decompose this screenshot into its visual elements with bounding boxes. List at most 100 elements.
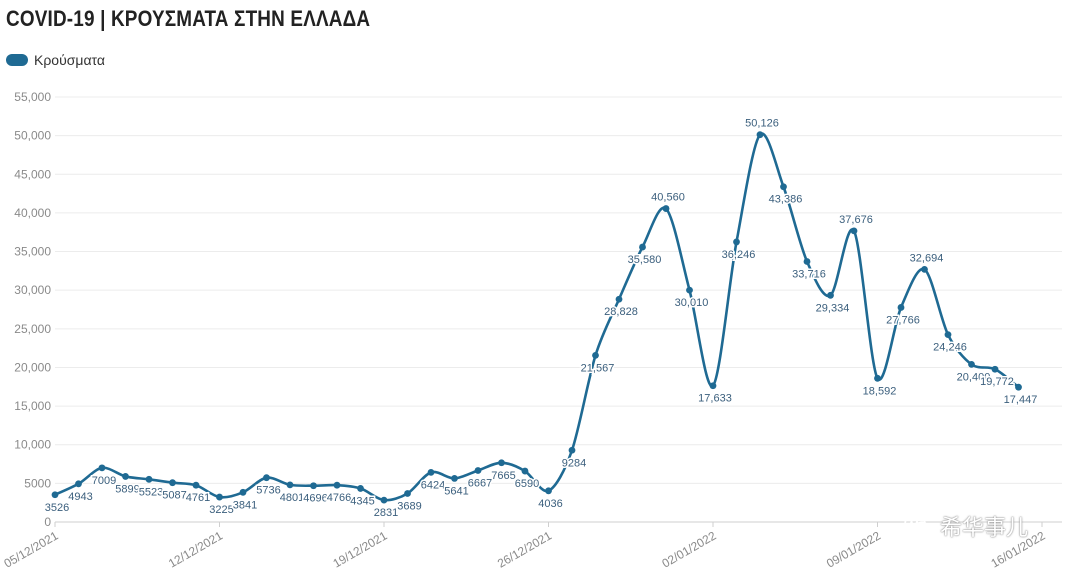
- data-point[interactable]: [216, 493, 223, 501]
- data-point[interactable]: [333, 481, 341, 489]
- data-label: 6424: [421, 479, 445, 491]
- data-point[interactable]: [639, 243, 646, 251]
- x-tick-label: 19/12/2021: [330, 528, 389, 570]
- watermark-text: 希华事儿: [940, 515, 1029, 540]
- data-label: 17,447: [1004, 394, 1038, 406]
- data-point[interactable]: [498, 459, 505, 467]
- data-point[interactable]: [850, 227, 858, 235]
- legend-swatch: [6, 54, 28, 66]
- data-point[interactable]: [145, 475, 153, 483]
- data-point[interactable]: [897, 304, 905, 311]
- data-point[interactable]: [51, 491, 59, 499]
- data-label: 40,560: [651, 192, 685, 204]
- data-point[interactable]: [592, 351, 599, 359]
- data-label: 29,334: [816, 302, 850, 314]
- data-point[interactable]: [615, 295, 623, 303]
- series-line: [53, 132, 1020, 502]
- data-point[interactable]: [780, 183, 787, 191]
- data-point[interactable]: [662, 205, 670, 212]
- y-tick-label: 0: [44, 515, 51, 529]
- data-label: 3526: [45, 502, 69, 514]
- data-label: 3841: [233, 499, 257, 511]
- data-label: 6590: [515, 478, 539, 490]
- data-point[interactable]: [874, 374, 881, 382]
- data-label: 30,010: [675, 297, 709, 309]
- legend[interactable]: Κρούσματα: [6, 52, 105, 68]
- y-tick-label: 10,000: [14, 438, 51, 452]
- y-axis-ticks: 0 5000 10,000 15,000 20,000 25,000 30,000 35,00…: [14, 90, 51, 529]
- data-point[interactable]: [474, 467, 482, 474]
- y-tick-label: 30,000: [14, 283, 51, 297]
- data-point[interactable]: [521, 467, 529, 475]
- data-label: 9284: [562, 457, 586, 469]
- data-point[interactable]: [239, 488, 247, 496]
- data-label: 24,246: [933, 342, 967, 354]
- data-point[interactable]: [98, 464, 106, 472]
- data-point[interactable]: [310, 482, 317, 490]
- data-point[interactable]: [803, 258, 811, 265]
- data-label: 28,828: [604, 306, 638, 318]
- data-point[interactable]: [263, 474, 270, 482]
- data-point[interactable]: [122, 473, 129, 480]
- x-axis-ticks: 05/12/2021 12/12/2021 19/12/2021 26/12/2021…: [1, 522, 1048, 571]
- data-label: 5736: [256, 485, 280, 497]
- data-point[interactable]: [404, 490, 411, 497]
- data-label: 6667: [468, 477, 492, 489]
- data-point[interactable]: [827, 291, 834, 299]
- y-tick-label: 50,000: [14, 129, 51, 143]
- gridlines: [55, 96, 1062, 523]
- data-point[interactable]: [756, 131, 764, 139]
- x-tick-label: 09/01/2022: [824, 528, 883, 570]
- data-label: 37,676: [839, 214, 873, 226]
- data-label: 36,246: [722, 249, 756, 261]
- data-point[interactable]: [968, 360, 975, 368]
- x-tick-label: 05/12/2021: [1, 528, 60, 570]
- data-point[interactable]: [568, 446, 576, 454]
- data-label: 4036: [538, 498, 562, 510]
- data-point[interactable]: [991, 365, 999, 373]
- data-point[interactable]: [944, 331, 952, 339]
- y-tick-label: 55,000: [14, 90, 51, 104]
- data-point[interactable]: [169, 479, 176, 487]
- data-label: 3689: [397, 500, 421, 512]
- data-label: 3225: [209, 504, 233, 516]
- data-point[interactable]: [686, 286, 693, 294]
- data-point[interactable]: [286, 481, 294, 489]
- data-label: 32,694: [910, 252, 944, 264]
- data-label: 18,592: [863, 385, 897, 397]
- legend-label: Κρούσματα: [34, 52, 105, 68]
- data-label: 43,386: [769, 194, 803, 206]
- x-tick-label: 26/12/2021: [495, 528, 554, 570]
- y-tick-label: 15,000: [14, 399, 51, 413]
- data-label: 4943: [68, 491, 92, 503]
- data-point[interactable]: [921, 265, 928, 273]
- y-tick-label: 20,000: [14, 360, 51, 374]
- data-point[interactable]: [380, 496, 388, 504]
- data-label: 21,567: [581, 362, 615, 374]
- data-point[interactable]: [709, 382, 717, 390]
- data-point[interactable]: [451, 475, 458, 482]
- data-label: 4766: [327, 492, 351, 504]
- data-point[interactable]: [427, 468, 435, 476]
- data-label: 19,772: [980, 376, 1014, 388]
- chart-title: COVID-19 | ΚΡΟΥΣΜΑΤΑ ΣΤΗΝ ΕΛΛΑΔΑ: [6, 6, 371, 31]
- data-point[interactable]: [75, 480, 82, 488]
- y-tick-label: 35,000: [14, 245, 51, 259]
- data-label: 4801: [280, 492, 304, 504]
- wechat-icon: [904, 515, 931, 537]
- x-tick-label: 02/01/2022: [659, 528, 718, 570]
- watermark: 希华事儿: [904, 510, 1028, 542]
- data-label: 35,580: [628, 254, 662, 266]
- data-point[interactable]: [1015, 383, 1022, 391]
- data-point[interactable]: [192, 481, 200, 489]
- data-point[interactable]: [545, 487, 552, 495]
- data-label: 4696: [303, 493, 327, 505]
- x-tick-label: 12/12/2021: [166, 528, 225, 570]
- data-point[interactable]: [733, 238, 740, 246]
- data-point[interactable]: [357, 485, 364, 492]
- data-label: 7665: [491, 470, 515, 482]
- data-label: 2831: [374, 507, 398, 519]
- data-label: 5087: [162, 490, 186, 502]
